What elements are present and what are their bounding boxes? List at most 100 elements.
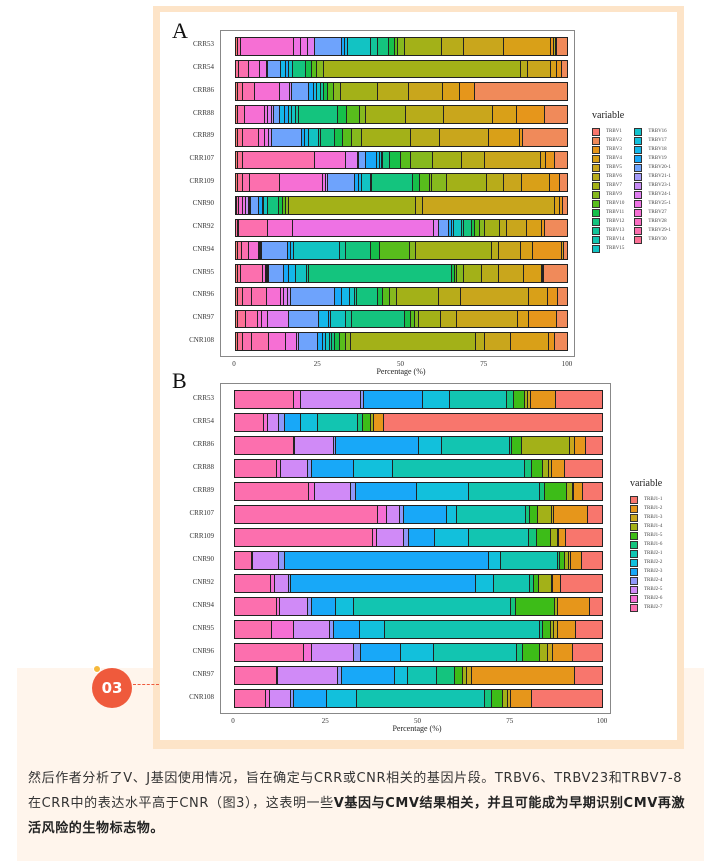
- legend-label: TRBJ2-2: [644, 560, 663, 565]
- bar-segment: [573, 644, 602, 661]
- x-tick-label: 75: [480, 360, 488, 368]
- bar-segment: [326, 174, 329, 191]
- bar-segment: [390, 287, 397, 305]
- bar-segment: [523, 644, 540, 661]
- bar-segment: [336, 598, 354, 615]
- legend-swatch: [592, 208, 600, 217]
- bar-segment: [324, 83, 328, 101]
- bar-CRR107: [234, 505, 603, 524]
- bar-segment: [380, 242, 410, 260]
- bar-segment: [326, 333, 330, 350]
- bar-segment: [235, 690, 267, 707]
- bar-segment: [588, 506, 602, 523]
- bar-segment: [553, 38, 556, 55]
- bar-segment: [338, 106, 347, 123]
- bar-segment: [553, 644, 574, 661]
- bar-segment: [432, 174, 448, 191]
- legend-swatch: [592, 163, 600, 172]
- paragraph-normal-text: 然后作者分析了V、J基因使用情况，旨在确定与CRR或CNR相关的基因片段。TRB…: [28, 771, 683, 811]
- bar-segment: [528, 391, 531, 408]
- legend-label: TRBJ1-3: [644, 515, 663, 520]
- bar-segment: [406, 106, 445, 123]
- bar-segment: [468, 483, 540, 500]
- legend-swatch: [634, 181, 643, 190]
- bar-segment: [236, 106, 238, 123]
- legend-item: TRBV2: [592, 136, 624, 145]
- bar-segment: [485, 219, 501, 237]
- bar-segment: [280, 106, 286, 123]
- bar-segment: [271, 621, 294, 638]
- bar-segment: [237, 310, 246, 328]
- bar-segment: [237, 38, 241, 55]
- bar-segment: [239, 219, 268, 237]
- bar-segment: [305, 60, 313, 78]
- legend-swatch: [592, 145, 600, 154]
- legend-label: TRBV17: [648, 138, 667, 143]
- section-paragraph: 然后作者分析了V、J基因使用情况，旨在确定与CRR或CNR相关的基因片段。TRB…: [28, 766, 688, 841]
- bar-segment: [236, 60, 240, 78]
- y-tick-label: CNR108: [189, 335, 214, 344]
- bar-segment: [268, 106, 272, 123]
- bar-segment: [267, 287, 282, 305]
- legend-label: TRBV30: [648, 237, 667, 242]
- bar-segment: [415, 310, 420, 328]
- legend-swatch: [592, 226, 600, 235]
- bar-segment: [287, 287, 292, 305]
- bar-segment: [280, 598, 309, 615]
- y-tick-label: CRR109: [189, 531, 214, 540]
- bar-segment: [290, 575, 477, 592]
- bar-segment: [299, 106, 339, 123]
- bar-segment: [271, 106, 274, 123]
- bar-segment: [575, 667, 602, 684]
- bar-segment: [409, 83, 443, 101]
- legend-swatch: [592, 199, 600, 208]
- legend-item: TRBV18: [634, 145, 671, 154]
- bar-CRR89: [234, 482, 603, 501]
- bar-segment: [567, 483, 573, 500]
- bar-segment: [281, 287, 285, 305]
- panel-b-legend: variable TRBJ1-1 TRBJ1-2 TRBJ1-3 TRBJ1-4 TRB…: [630, 478, 662, 612]
- bar-segment: [261, 310, 268, 328]
- legend-item: TRBJ1-3: [630, 513, 662, 522]
- legend-item: TRBJ1-4: [630, 522, 662, 531]
- bar-segment: [511, 690, 533, 707]
- legend-label: TRBV23-1: [648, 183, 671, 188]
- bar-segment: [359, 151, 367, 169]
- bar-segment: [373, 529, 377, 546]
- bar-segment: [520, 128, 524, 146]
- bar-segment: [557, 38, 567, 55]
- legend-label: TRBV20-1: [648, 165, 671, 170]
- bar-CNR92: [234, 574, 603, 593]
- bar-segment: [298, 333, 318, 350]
- legend-swatch: [630, 567, 638, 576]
- bar-segment: [267, 219, 293, 237]
- bar-segment: [565, 552, 569, 569]
- bar-segment: [486, 174, 504, 191]
- legend-label: TRBV6: [606, 174, 622, 179]
- bar-segment: [322, 174, 327, 191]
- bar-segment: [251, 287, 268, 305]
- legend-label: TRBV16: [648, 129, 667, 134]
- bar-segment: [266, 690, 270, 707]
- bar-segment: [236, 174, 238, 191]
- bar-segment: [560, 174, 567, 191]
- panel-b-x-axis-title: Percentage (%): [392, 724, 442, 733]
- bar-segment: [236, 128, 238, 146]
- legend-label: TRBJ2-4: [644, 578, 663, 583]
- bar-segment: [484, 333, 512, 350]
- bar-segment: [303, 644, 313, 661]
- bar-segment: [235, 437, 294, 454]
- bar-segment: [353, 644, 361, 661]
- bar-segment: [291, 83, 309, 101]
- x-tick-label: 25: [313, 360, 321, 368]
- bar-segment: [300, 391, 362, 408]
- bar-segment: [273, 106, 281, 123]
- bar-segment: [270, 575, 275, 592]
- bar-segment: [254, 83, 281, 101]
- legend-label: TRBV13: [606, 228, 625, 233]
- legend-item: TRBV23-1: [634, 181, 671, 190]
- bar-segment: [444, 106, 494, 123]
- bar-segment: [557, 529, 560, 546]
- legend-label: TRBV14: [606, 237, 625, 242]
- legend-label: TRBJ1-6: [644, 542, 663, 547]
